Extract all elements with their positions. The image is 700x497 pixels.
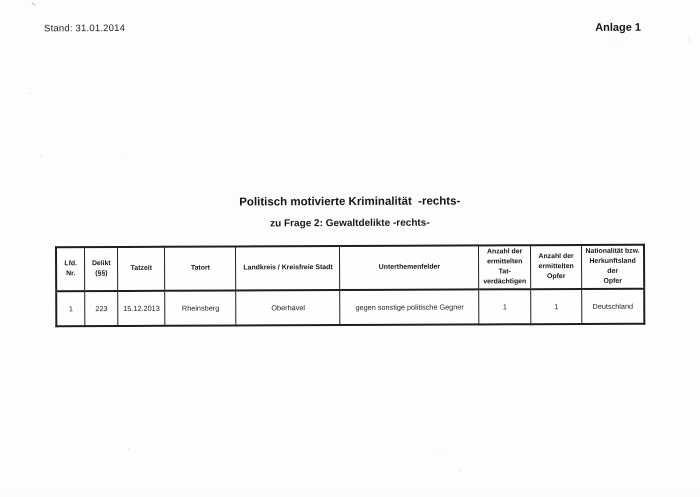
scan-speck — [688, 36, 691, 42]
column-header-tatort: Tatort — [164, 246, 237, 291]
cell-unterthemenfelder: gegen sonstige politische Gegner — [340, 289, 480, 326]
page-title: Politisch motivierte Kriminalität -recht… — [239, 195, 461, 209]
column-header-lfd-nr: Lfd. Nr. — [55, 247, 85, 292]
scan-speck — [458, 470, 462, 471]
cell-delikt: 223 — [84, 291, 119, 327]
cell-lfd-nr: 1 — [56, 291, 86, 327]
cell-tatort: Rheinsberg — [164, 290, 237, 326]
stand-date-label: Stand: 31.01.2014 — [44, 22, 126, 35]
column-header-unterthemenfelder: Unterthemenfelder — [339, 245, 479, 291]
table-row: 1 223 15.12.2013 Rheinsberg Oberhavel ge… — [56, 288, 645, 327]
table-header-row: Lfd. Nr. Delikt (§§) Tatzeit Tatort Land… — [55, 244, 645, 292]
column-header-nationalitaet: Nationalität bzw. Herkunftsland der Opfe… — [581, 244, 645, 289]
cell-tatzeit: 15.12.2013 — [117, 290, 166, 327]
cell-tatverdaechtige: 1 — [478, 289, 531, 325]
scan-speck — [128, 448, 130, 450]
cell-opfer: 1 — [530, 288, 582, 325]
crime-data-table: Lfd. Nr. Delikt (§§) Tatzeit Tatort Land… — [54, 243, 646, 328]
annex-label: Anlage 1 — [595, 21, 642, 34]
page-subtitle: zu Frage 2: Gewaltdelikte -rechts- — [270, 217, 430, 230]
column-header-opfer: Anzahl der ermittelten Opfer — [530, 244, 582, 290]
column-header-tatzeit: Tatzeit — [117, 246, 165, 292]
cell-landkreis: Oberhavel — [236, 290, 341, 326]
column-header-tatverdaechtige: Anzahl der ermittelten Tat- verdächtigen — [478, 245, 531, 290]
scan-speck — [29, 92, 31, 94]
cell-nationalitaet: Deutschland — [581, 288, 645, 324]
column-header-landkreis: Landkreis / Kreisfreie Stadt — [235, 246, 341, 291]
scan-speck — [40, 155, 42, 157]
column-header-delikt: Delikt (§§) — [84, 247, 118, 292]
